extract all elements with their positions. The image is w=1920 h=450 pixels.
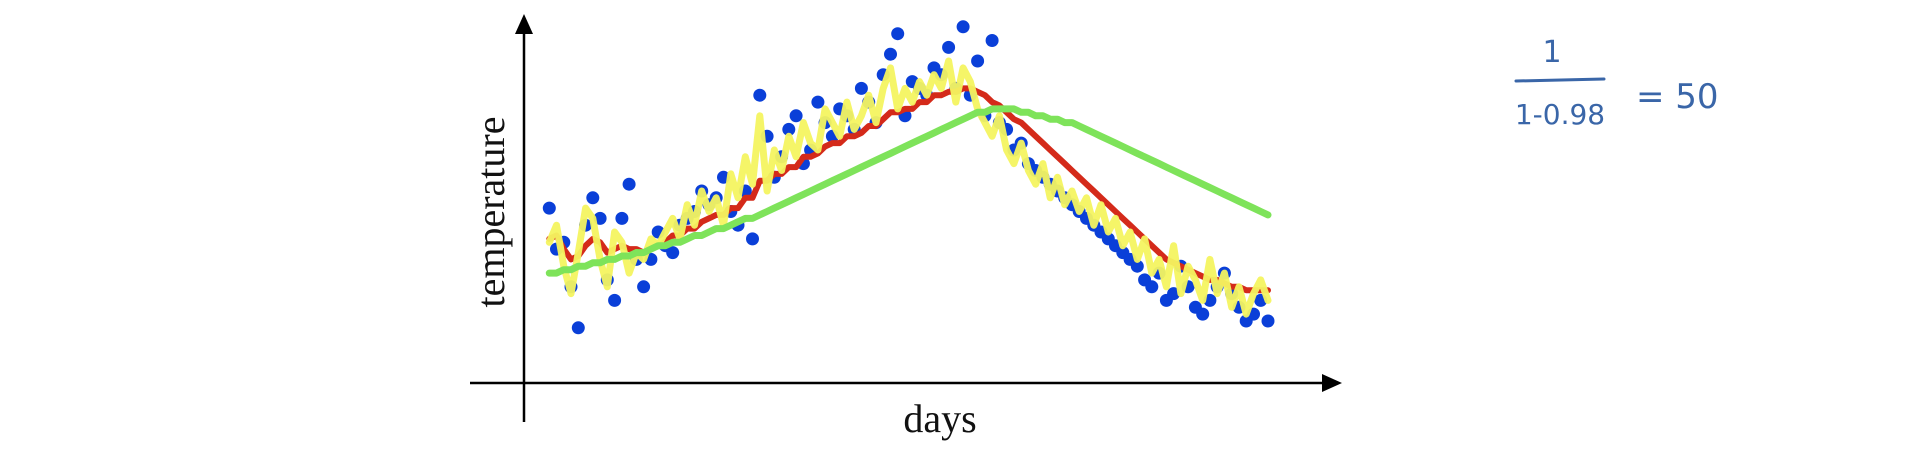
data-point-14 [637, 280, 651, 294]
x-axis-arrow [1322, 374, 1342, 392]
data-point-87 [1167, 287, 1181, 301]
handwritten-annotation: 1 1-0.98 = 50 [1514, 35, 1719, 131]
data-point-49 [891, 27, 905, 41]
data-point-100 [1261, 314, 1275, 328]
series-line-yellow [545, 57, 1272, 318]
data-point-34 [782, 122, 796, 136]
data-point-29 [746, 232, 759, 246]
data-point-48 [884, 47, 897, 61]
data-point-91 [1196, 307, 1210, 321]
x-axis-label: days [903, 396, 976, 441]
annotation-denominator: 1-0.98 [1515, 98, 1605, 131]
data-point-12 [622, 177, 636, 191]
data-point-56 [942, 40, 956, 54]
data-point-18 [666, 246, 680, 260]
data-point-5 [571, 321, 585, 335]
data-point-60 [971, 54, 985, 68]
annotation-fraction-bar [1514, 77, 1606, 83]
data-point-1 [542, 201, 556, 215]
axes [470, 14, 1342, 422]
data-point-38 [811, 95, 825, 109]
data-point-10 [608, 293, 622, 307]
data-point-7 [586, 191, 600, 205]
data-point-30 [753, 88, 767, 102]
data-point-11 [615, 211, 629, 225]
annotation-result: = 50 [1636, 77, 1719, 117]
series-lines [545, 57, 1272, 318]
data-point-35 [789, 109, 803, 123]
data-point-82 [1130, 259, 1144, 273]
series-line-green [545, 105, 1272, 277]
data-point-58 [956, 20, 970, 34]
data-point-84 [1145, 280, 1159, 294]
y-axis-label: temperature [468, 117, 513, 308]
annotation-numerator: 1 [1542, 35, 1561, 70]
y-axis-arrow [515, 14, 533, 34]
data-point-62 [985, 34, 999, 47]
data-point-44 [854, 81, 868, 95]
